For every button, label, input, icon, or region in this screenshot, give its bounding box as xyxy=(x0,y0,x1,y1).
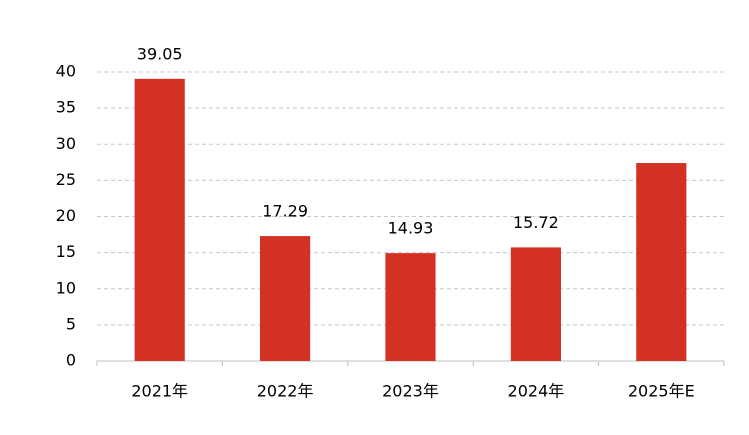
bar xyxy=(636,163,687,361)
data-label: 39.05 xyxy=(137,44,183,63)
y-tick-label: 10 xyxy=(56,278,76,297)
x-tick-label: 2022年 xyxy=(257,382,314,401)
bar xyxy=(260,236,311,361)
y-tick-label: 0 xyxy=(66,351,76,370)
bar xyxy=(134,78,185,362)
bar xyxy=(510,247,561,361)
data-label: 15.72 xyxy=(513,213,559,232)
y-tick-label: 20 xyxy=(56,206,76,225)
y-tick-label: 5 xyxy=(66,314,76,333)
x-tick-label: 2025年E xyxy=(628,382,695,401)
bar xyxy=(385,253,436,361)
data-label: 14.93 xyxy=(388,219,434,238)
y-tick-label: 35 xyxy=(56,98,76,117)
data-label: 17.29 xyxy=(262,202,308,221)
y-tick-label: 40 xyxy=(56,62,76,81)
y-tick-label: 15 xyxy=(56,242,76,261)
x-tick-label: 2024年 xyxy=(508,382,565,401)
x-tick-label: 2021年 xyxy=(131,382,188,401)
y-tick-label: 25 xyxy=(56,170,76,189)
x-tick-label: 2023年 xyxy=(382,382,439,401)
y-tick-label: 30 xyxy=(56,134,76,153)
